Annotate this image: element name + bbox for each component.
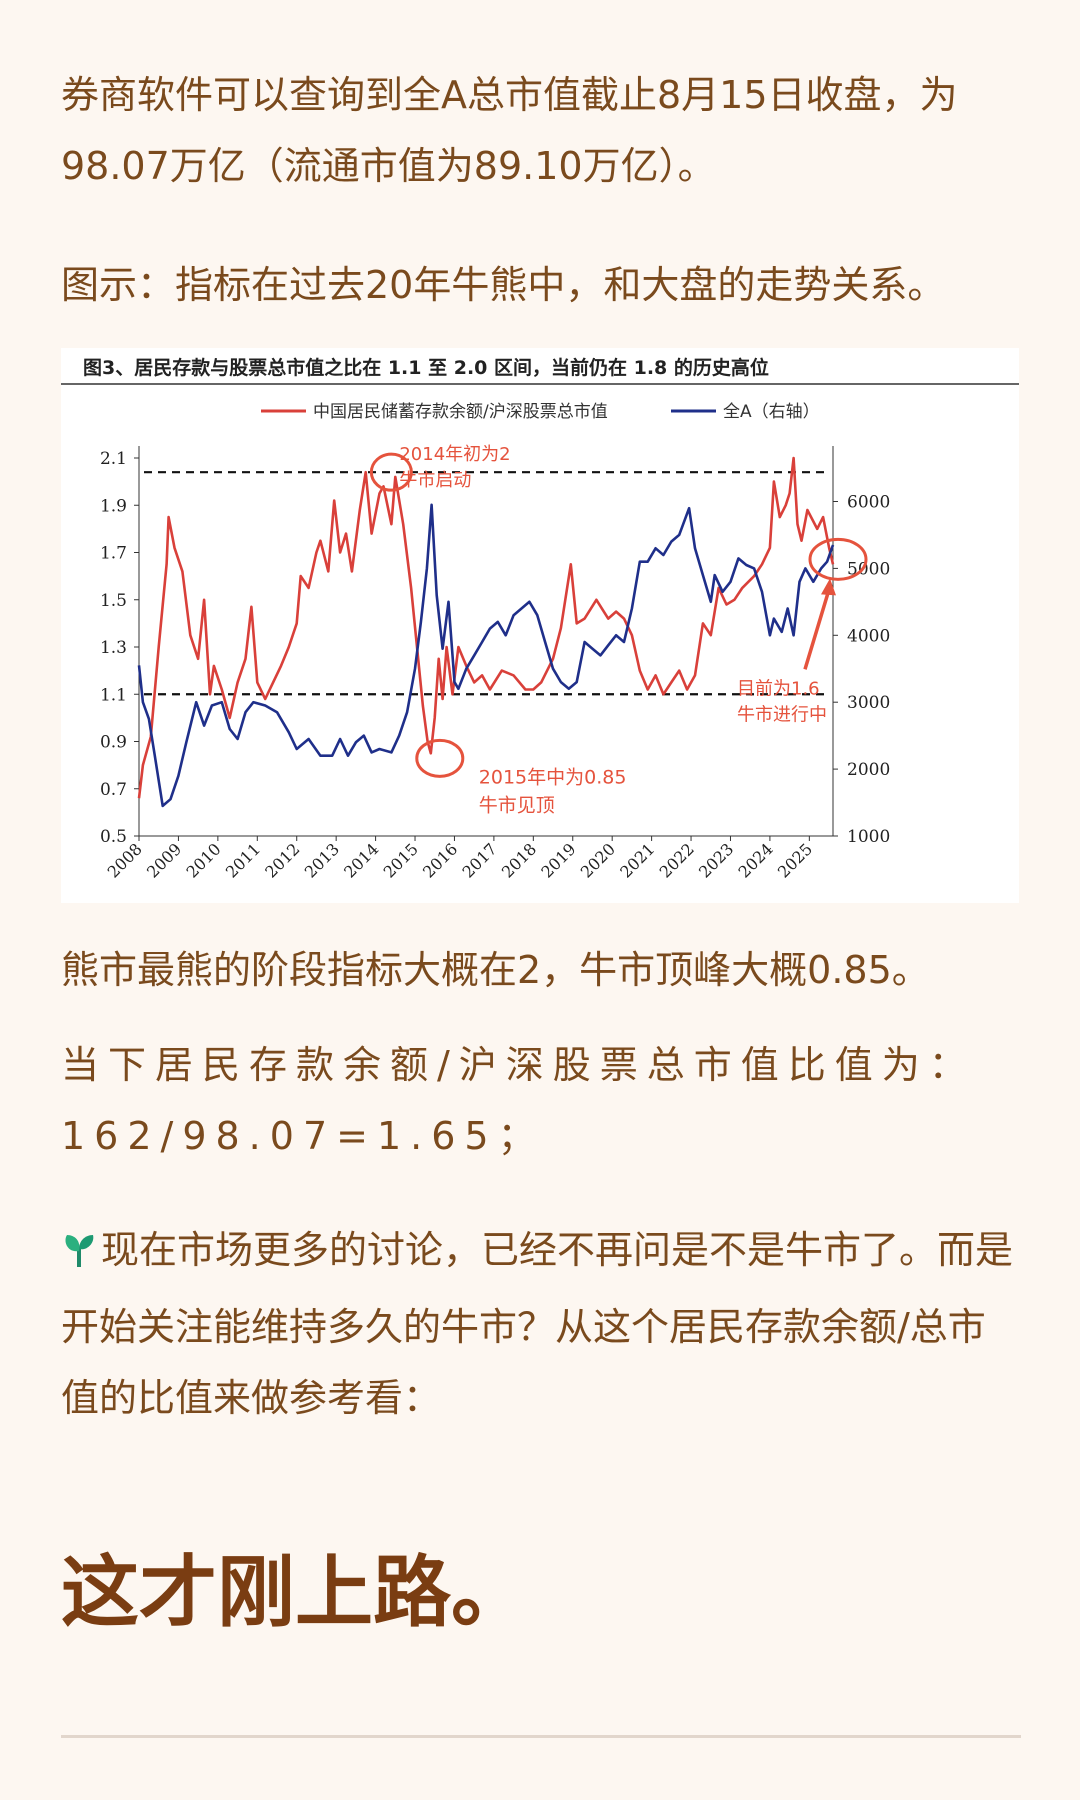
x-tick-label: 2016 bbox=[419, 839, 461, 881]
x-tick-label: 2023 bbox=[695, 839, 737, 881]
y-right-tick-label: 3000 bbox=[847, 693, 890, 713]
chart-figure: 图3、居民存款与股票总市值之比在 1.1 至 2.0 区间，当前仍在 1.8 的… bbox=[61, 348, 1019, 903]
x-tick-label: 2021 bbox=[616, 839, 658, 881]
headline: 这才刚上路。 bbox=[61, 1548, 530, 1638]
legend-label-indexA: 全A（右轴） bbox=[723, 402, 820, 422]
chart-series bbox=[137, 456, 835, 808]
paragraph-market-cap: 券商软件可以查询到全A总市值截止8月15日收盘，为98.07万亿（流通市值为89… bbox=[61, 73, 958, 188]
annotation-circle-2015 bbox=[415, 738, 465, 778]
paragraph-current-ratio: 当下居民存款余额/沪深股票总市值比值为：162/98.07=1.65； bbox=[61, 1043, 976, 1158]
y-right-tick-label: 2000 bbox=[847, 760, 890, 780]
chart-annotations: 2014年初为2 牛市启动 2015年中为0.85 牛市见顶 目前为1.6 牛市进行中 bbox=[369, 444, 868, 816]
y-right-tick-label: 4000 bbox=[847, 626, 890, 646]
chart-title: 图3、居民存款与股票总市值之比在 1.1 至 2.0 区间，当前仍在 1.8 的… bbox=[83, 356, 769, 379]
x-tick-label: 2011 bbox=[222, 839, 264, 881]
x-tick-label: 2024 bbox=[735, 839, 777, 881]
chart-legend: 中国居民储蓄存款余额/沪深股票总市值 全A（右轴） bbox=[261, 402, 820, 422]
paragraph-discussion-text: 现在市场更多的讨论，已经不再问是不是牛市了。而是开始关注能维持多久的牛市？从这个… bbox=[61, 1228, 1014, 1420]
chart-svg: 图3、居民存款与股票总市值之比在 1.1 至 2.0 区间，当前仍在 1.8 的… bbox=[61, 356, 1019, 882]
paragraph-chart-intro: 图示：指标在过去20年牛熊中，和大盘的走势关系。 bbox=[61, 263, 946, 307]
annotation-2014-value: 2014年初为2 bbox=[399, 444, 510, 465]
x-tick-label: 2014 bbox=[340, 839, 382, 881]
y-left-tick-label: 1.1 bbox=[100, 685, 127, 705]
x-tick-label: 2010 bbox=[182, 839, 224, 881]
y-right-tick-label: 6000 bbox=[847, 492, 890, 512]
annotation-2015-label: 牛市见顶 bbox=[479, 794, 555, 816]
annotation-circle-2014 bbox=[369, 452, 413, 492]
x-tick-label: 2009 bbox=[143, 839, 185, 881]
x-tick-label: 2020 bbox=[577, 839, 619, 881]
annotation-arrowhead-current bbox=[821, 578, 836, 596]
annotation-current-value: 目前为1.6 bbox=[737, 678, 820, 699]
y-left-tick-label: 1.7 bbox=[100, 544, 127, 564]
x-tick-label: 2012 bbox=[261, 839, 303, 881]
annotation-2014-label: 牛市启动 bbox=[399, 470, 471, 491]
legend-label-ratio: 中国居民储蓄存款余额/沪深股票总市值 bbox=[313, 402, 608, 422]
series-line-indexA bbox=[137, 503, 835, 808]
y-left-tick-label: 1.9 bbox=[100, 496, 127, 516]
paragraph-indicator-range: 熊市最熊的阶段指标大概在2，牛市顶峰大概0.85。 bbox=[61, 948, 930, 992]
y-left-tick-label: 1.3 bbox=[100, 638, 127, 658]
x-tick-label: 2018 bbox=[498, 839, 540, 881]
annotation-current-label: 牛市进行中 bbox=[737, 704, 827, 725]
series-line-ratio bbox=[137, 456, 835, 799]
y-left-tick-label: 0.5 bbox=[100, 827, 127, 847]
bottom-divider bbox=[61, 1735, 1021, 1738]
y-left-tick-label: 2.1 bbox=[100, 449, 127, 469]
x-tick-label: 2017 bbox=[458, 839, 500, 881]
sprout-icon bbox=[61, 1221, 97, 1292]
annotation-arrow-current bbox=[803, 585, 832, 670]
x-tick-label: 2022 bbox=[656, 839, 698, 881]
y-left-tick-label: 0.9 bbox=[100, 733, 127, 753]
x-tick-label: 2015 bbox=[380, 839, 422, 881]
y-left-tick-label: 0.7 bbox=[100, 780, 127, 800]
x-tick-label: 2025 bbox=[774, 839, 816, 881]
x-tick-label: 2019 bbox=[537, 839, 579, 881]
y-right-tick-label: 1000 bbox=[847, 827, 890, 847]
annotation-circle-current bbox=[808, 537, 868, 581]
reference-lines bbox=[144, 471, 828, 696]
x-tick-label: 2013 bbox=[301, 839, 343, 881]
paragraph-discussion: 现在市场更多的讨论，已经不再问是不是牛市了。而是开始关注能维持多久的牛市？从这个… bbox=[61, 1215, 1021, 1434]
annotation-2015-value: 2015年中为0.85 bbox=[479, 766, 627, 788]
y-left-tick-label: 1.5 bbox=[100, 591, 127, 611]
